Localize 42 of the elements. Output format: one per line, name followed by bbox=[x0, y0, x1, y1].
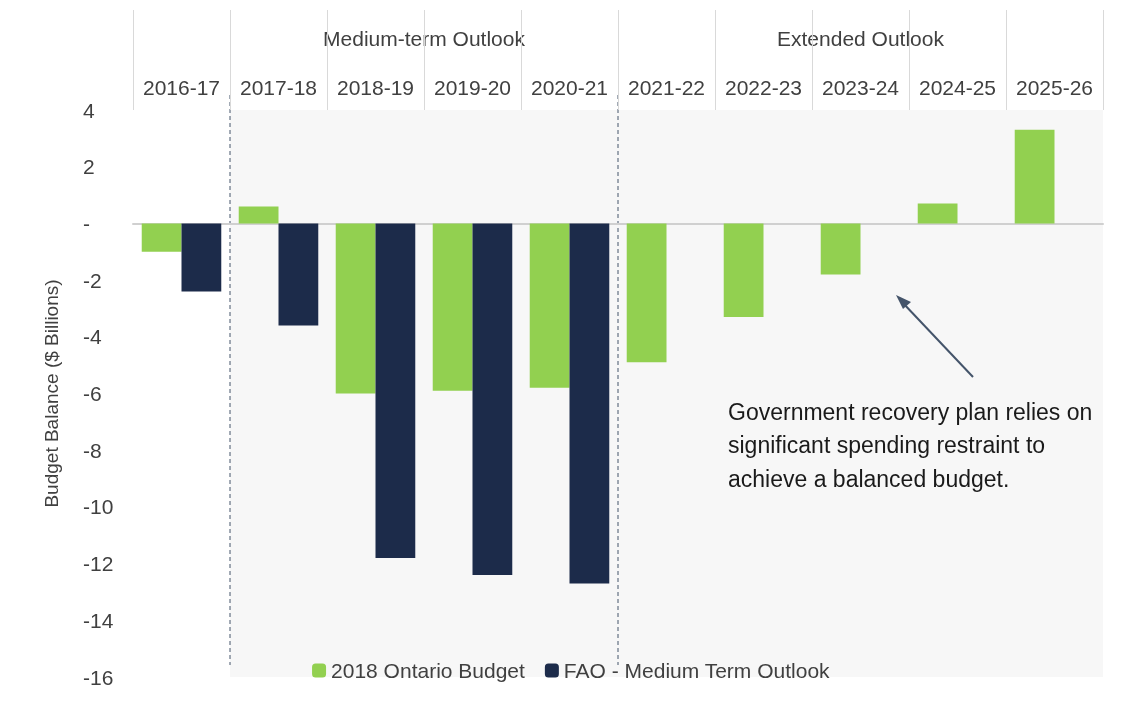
y-tick-label: -12 bbox=[83, 552, 114, 576]
y-tick-label: 4 bbox=[83, 98, 95, 122]
bar bbox=[723, 223, 764, 317]
y-tick-label: -6 bbox=[83, 382, 102, 405]
bar bbox=[375, 223, 416, 558]
bar bbox=[335, 223, 376, 394]
x-tick-label: 2018-19 bbox=[336, 76, 415, 99]
y-tick-label: -4 bbox=[83, 325, 102, 349]
band-label: Medium-term Outlook bbox=[323, 26, 526, 50]
y-tick-label: -16 bbox=[83, 665, 114, 689]
legend-label: 2018 Ontario Budget bbox=[331, 659, 526, 682]
x-tick-label: 2022-23 bbox=[724, 76, 803, 99]
x-tick-label: 2025-26 bbox=[1015, 76, 1094, 99]
x-tick-label: 2020-21 bbox=[530, 76, 609, 99]
bar bbox=[569, 223, 610, 584]
annotation: Government recovery plan relies on significant spending restraint to achieve a balanced budget. bbox=[728, 398, 1094, 494]
y-axis-title: Budget Balance ($ Billions) bbox=[41, 279, 62, 508]
bar bbox=[917, 203, 958, 224]
y-tick-label: -2 bbox=[83, 268, 102, 292]
x-tick-label: 2017-18 bbox=[239, 76, 318, 99]
x-tick-label: 2023-24 bbox=[821, 76, 900, 99]
bar bbox=[529, 223, 570, 388]
x-tick-label: 2024-25 bbox=[918, 76, 997, 99]
bar bbox=[181, 223, 222, 292]
bar bbox=[472, 223, 513, 575]
bar bbox=[626, 223, 667, 363]
y-tick-label: - bbox=[83, 211, 90, 235]
bar bbox=[432, 223, 473, 391]
bar bbox=[278, 223, 319, 326]
bar bbox=[820, 223, 861, 275]
legend-label: FAO - Medium Term Outlook bbox=[563, 659, 831, 682]
y-tick-label: -10 bbox=[83, 495, 114, 519]
x-tick-label: 2021-22 bbox=[627, 76, 706, 99]
bar bbox=[238, 206, 279, 224]
x-tick-label: 2016-17 bbox=[142, 76, 221, 99]
bar bbox=[1014, 129, 1055, 224]
y-tick-label: -8 bbox=[83, 438, 102, 462]
y-tick-label: -14 bbox=[83, 608, 114, 632]
band-label: Extended Outlook bbox=[777, 26, 945, 50]
bar bbox=[141, 223, 182, 252]
x-tick-label: 2019-20 bbox=[433, 76, 512, 99]
y-tick-label: 2 bbox=[83, 155, 95, 179]
